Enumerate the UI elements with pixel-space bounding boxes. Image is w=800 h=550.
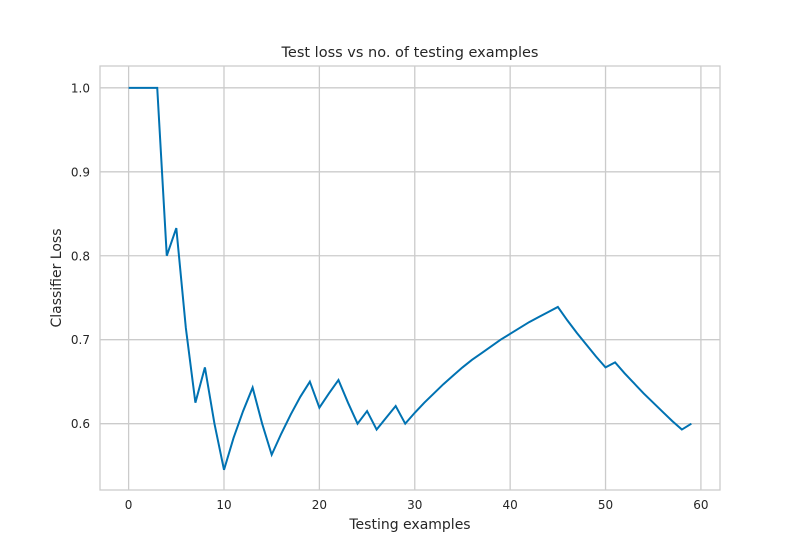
y-tick-label: 0.7 [71,333,90,347]
y-tick-label: 1.0 [71,81,90,95]
x-tick-label: 10 [216,498,231,512]
plot-area [100,66,720,490]
x-tick-label: 50 [598,498,613,512]
y-axis-title: Classifier Loss [49,228,65,327]
x-axis-title: Testing examples [348,517,470,533]
y-tick-label: 0.8 [71,249,90,263]
x-tick-label: 0 [125,498,133,512]
x-tick-label: 30 [407,498,422,512]
plot-frame [99,65,721,491]
y-tick-label: 0.6 [71,417,90,431]
x-tick-label: 40 [503,498,518,512]
x-tick-label: 20 [312,498,327,512]
x-tick-label: 60 [693,498,708,512]
chart-title: Test loss vs no. of testing examples [281,45,539,61]
y-tick-label: 0.9 [71,165,90,179]
series-line [128,86,692,471]
